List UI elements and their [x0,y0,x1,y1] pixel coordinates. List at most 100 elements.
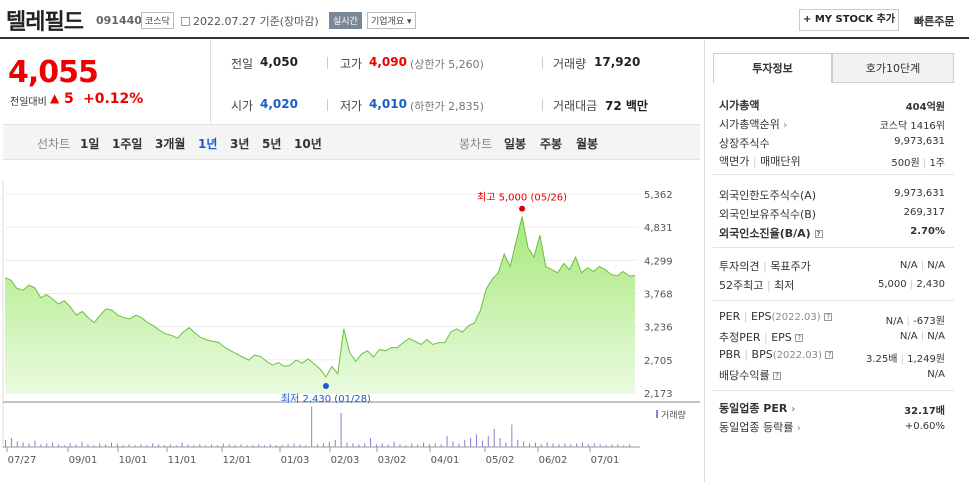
bps-label: BPS [751,348,773,361]
chevron-right-icon: › [796,423,801,434]
chevron-down-icon: ▾ [407,17,412,27]
volume-bar [370,438,372,447]
date-text: 2022.07.27 기준(장마감) [181,13,319,29]
volume-legend-swatch [656,410,658,418]
high-annotation: 최고 5,000 (05/26) [477,192,567,204]
y-tick-label: 3,768 [644,290,673,301]
foreign-limit-value: 9,973,631 [894,188,945,199]
pbr-value: 3.25배 [865,354,898,365]
amount-label: 거래대금 [553,99,598,113]
change-label: 전일대비 [10,97,47,108]
company-overview-button[interactable]: 기업개요 ▾ [367,12,416,29]
volume-bar [511,424,513,447]
price-line [4,216,636,378]
volume-bar [122,445,124,447]
tab-invest-info[interactable]: 투자정보 [713,53,832,83]
price-chart[interactable]: 5,362 4,831 4,299 3,768 3,236 2,705 2,173 최고 5,… [0,180,700,480]
my-stock-add-button[interactable]: + MY STOCK 추가 [799,9,899,31]
shares-value: 9,973,631 [894,136,945,147]
range-3m[interactable]: 3개월 [155,137,186,151]
industry-change-label[interactable]: 동일업종 등락률 › [719,419,801,435]
per-eps-label: PER | EPS(2022.03) ? [719,310,833,323]
tab-orderbook[interactable]: 호가10단계 [832,53,954,83]
prev-close-value: 4,050 [260,55,298,69]
w52-high-label: 52주최고 [719,279,764,292]
industry-per-label[interactable]: 동일업종 PER › [719,400,795,416]
volume-bar [540,444,542,447]
volume-bar [287,444,289,447]
volume-bar [299,444,301,447]
volume-bar [487,436,489,447]
est-per-eps-label: 추정PER | EPS ? [719,329,804,345]
volume-bar [28,443,30,447]
help-icon[interactable]: ? [795,334,804,342]
volume-bar [470,438,472,447]
up-arrow-icon: ▲ [50,91,60,105]
y-tick-label: 2,173 [644,389,673,400]
range-10y[interactable]: 10년 [294,137,322,151]
par-value: 500원 [891,158,920,169]
est-per-eps-value: N/A | N/A [899,331,945,342]
amount-value: 72 백만 [605,99,648,113]
range-1w[interactable]: 1주일 [112,137,143,151]
volume-bar [352,443,354,447]
volume-bar [10,438,12,447]
volume-bar [216,445,218,447]
bps-value: 1,249원 [907,354,945,365]
range-5y[interactable]: 5년 [262,137,282,151]
range-1y[interactable]: 1년 [198,137,218,151]
volume-bar [199,444,201,447]
range-3y[interactable]: 3년 [230,137,250,151]
eps-period: (2022.03) [771,312,821,323]
mcap-label: 시가총액 [719,99,760,112]
opinion-label: 투자의견 [719,260,760,273]
volume-bar [22,442,24,447]
volume-bar [629,444,631,447]
help-icon[interactable]: ? [814,230,823,238]
volume-bar [387,444,389,447]
volume-bar [205,445,207,447]
realtime-button[interactable]: 실시간 [329,12,362,29]
volume-bar [293,443,295,447]
volume-bar [46,443,48,447]
w52-high-value: 5,000 [877,279,907,290]
volume-bar [152,443,154,447]
current-price: 4,055 [8,55,99,90]
pbr-bps-value: 3.25배 | 1,249원 [865,354,945,365]
volume-bar [517,439,519,447]
candle-monthly[interactable]: 월봉 [576,137,599,151]
volume-bar [623,445,625,447]
help-icon[interactable]: ? [773,372,782,380]
volume-bar [393,441,395,447]
range-1d[interactable]: 1일 [80,137,100,151]
x-tick-label: 05/02 [486,455,515,466]
prev-close-label: 전일 [231,57,254,71]
volume-bar [81,441,83,447]
volume-bar [169,444,171,447]
help-icon[interactable]: ? [825,351,834,359]
x-tick-label: 07/01 [591,455,620,466]
divider [542,57,543,69]
volume-bar [322,443,324,447]
volume-bar [440,444,442,447]
volume-bar [134,445,136,447]
industry-change-value: +0.60% [904,421,945,432]
low-value: 4,010 [369,97,407,111]
volume-bar [423,442,425,447]
target-label: 목표주가 [770,260,811,273]
est-eps-label: EPS [771,331,792,344]
volume-bar [334,439,336,447]
mcap-rank-label[interactable]: 시가총액순위 › [719,116,787,132]
candle-weekly[interactable]: 주봉 [540,137,563,151]
bps-period: (2022.03) [772,350,822,361]
help-icon[interactable]: ? [824,313,833,321]
volume-bar [275,445,277,447]
candle-daily[interactable]: 일봉 [504,137,527,151]
volume-bar [146,445,148,447]
x-tick-label: 04/01 [431,455,460,466]
quick-order-link[interactable]: 빠른주문 [914,15,955,28]
x-tick-label: 07/27 [8,455,37,466]
low-annotation: 최저 2,430 (01/28) [281,393,371,405]
volume-bar [417,444,419,447]
volume-bar [40,444,42,447]
